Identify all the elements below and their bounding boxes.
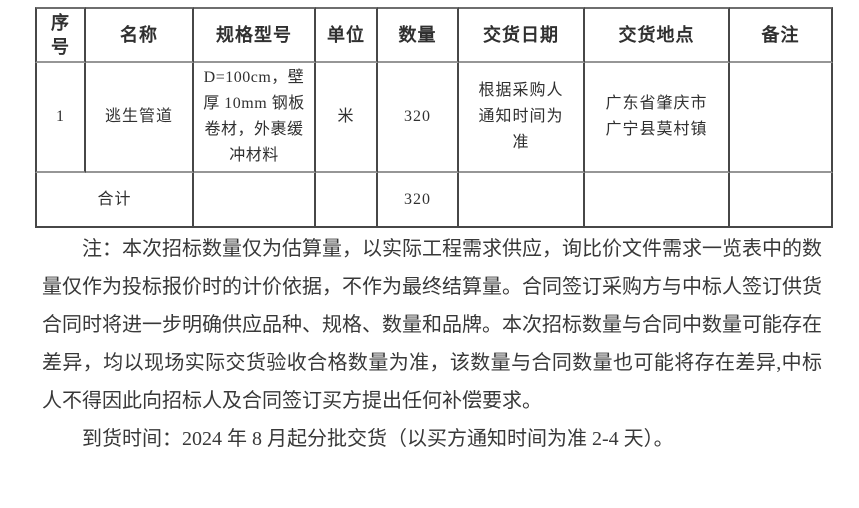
notes-section: 注：本次招标数量仅为估算量，以实际工程需求供应，询比价文件需求一览表中的数量仅作… — [42, 230, 822, 458]
header-spec: 规格型号 — [194, 7, 316, 63]
cell-total-unit — [316, 173, 378, 228]
cell-delivery-date: 根据采购人通知时间为准 — [459, 63, 585, 173]
cell-remark — [730, 63, 833, 173]
header-name: 名称 — [86, 7, 194, 63]
header-delivery-place: 交货地点 — [585, 7, 730, 63]
cell-spec: D=100cm，壁厚 10mm 钢板卷材，外裹缓冲材料 — [194, 63, 316, 173]
cell-qty: 320 — [378, 63, 459, 173]
cell-total-remark — [730, 173, 833, 228]
table-row-total: 合计 320 — [35, 173, 833, 228]
cell-unit: 米 — [316, 63, 378, 173]
header-remark: 备注 — [730, 7, 833, 63]
cell-total-delivery-place — [585, 173, 730, 228]
header-unit: 单位 — [316, 7, 378, 63]
note-paragraph-quantity-disclaimer: 注：本次招标数量仅为估算量，以实际工程需求供应，询比价文件需求一览表中的数量仅作… — [42, 238, 822, 412]
procurement-requirements-table: 序号 名称 规格型号 单位 数量 交货日期 交货地点 备注 1 逃生管道 D=1… — [35, 7, 833, 228]
cell-total-delivery-date — [459, 173, 585, 228]
header-delivery-date: 交货日期 — [459, 7, 585, 63]
cell-seq: 1 — [35, 63, 86, 173]
cell-name: 逃生管道 — [86, 63, 194, 173]
note-paragraph-delivery-time: 到货时间：2024 年 8 月起分批交货（以买方通知时间为准 2-4 天）。 — [82, 428, 674, 450]
cell-total-spec — [194, 173, 316, 228]
cell-total-label: 合计 — [35, 173, 194, 228]
cell-total-qty: 320 — [378, 173, 459, 228]
header-qty: 数量 — [378, 7, 459, 63]
cell-delivery-place: 广东省肇庆市广宁县莫村镇 — [585, 63, 730, 173]
table-row-item-1: 1 逃生管道 D=100cm，壁厚 10mm 钢板卷材，外裹缓冲材料 米 320… — [35, 63, 833, 173]
table-header-row: 序号 名称 规格型号 单位 数量 交货日期 交货地点 备注 — [35, 7, 833, 63]
header-seq: 序号 — [35, 7, 86, 63]
